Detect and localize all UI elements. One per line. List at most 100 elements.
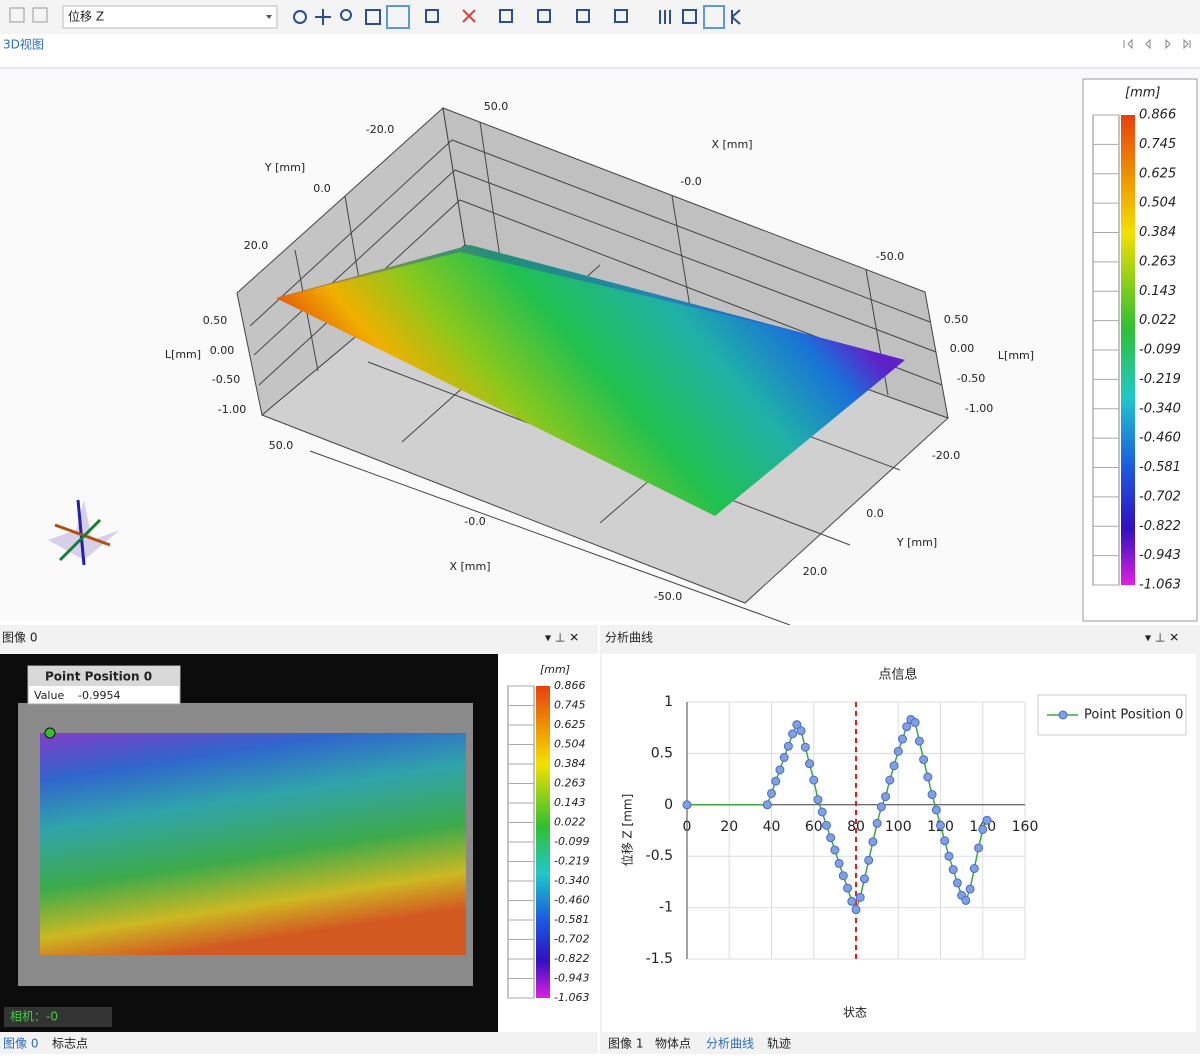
data-point — [881, 792, 891, 802]
data-point — [927, 790, 937, 800]
colorbar-label: -0.822 — [554, 952, 589, 965]
tool-icons[interactable] — [293, 5, 741, 29]
data-point — [779, 753, 789, 763]
colorbar-label: 0.143 — [1139, 284, 1176, 299]
tab: 物体点 — [655, 1037, 691, 1051]
tool-icon[interactable] — [32, 7, 48, 23]
data-point — [872, 818, 882, 828]
chart-title: 点信息 — [878, 667, 917, 683]
data-point — [868, 837, 878, 847]
legend-label: Point Position 0 — [1084, 708, 1183, 723]
data-point — [682, 800, 692, 810]
colorbar-label: -0.702 — [1139, 489, 1181, 504]
data-point — [931, 805, 941, 815]
colorbar-label: 0.384 — [1139, 225, 1176, 240]
colorbar-label: -0.219 — [1139, 372, 1181, 387]
nav-icons[interactable] — [1123, 38, 1191, 50]
colorbar-label: 0.625 — [1139, 166, 1176, 181]
tab[interactable]: 图像 0 — [3, 1037, 38, 1051]
dropdown-arrow — [266, 15, 272, 19]
data-point — [965, 884, 975, 894]
data-point — [936, 820, 945, 830]
tab: 分析曲线 — [706, 1037, 754, 1051]
colorbar-label: -0.219 — [554, 855, 589, 868]
colorbar-label: 0.384 — [554, 757, 586, 770]
overlay-title: Point Position 0 — [45, 670, 152, 684]
colorbar-label: -0.702 — [554, 933, 589, 946]
panel-buttons[interactable]: ▾ ⊥ ✕ — [545, 631, 579, 645]
data-point — [843, 883, 853, 893]
colorbar-label: 0.263 — [554, 777, 586, 790]
data-point — [855, 892, 865, 902]
axis3d-label: Y [mm] — [896, 536, 937, 549]
data-point — [961, 895, 971, 905]
point-marker[interactable] — [44, 727, 56, 739]
colorbar-label: -0.822 — [1139, 519, 1181, 534]
data-point — [817, 807, 827, 817]
data-point — [830, 845, 840, 855]
colorbar-label: -0.340 — [554, 874, 589, 887]
axis3d-label: Y [mm] — [264, 161, 305, 174]
value-label: Value — [34, 689, 64, 702]
x-tick-label: 80 — [847, 819, 865, 835]
dropdown[interactable] — [62, 5, 278, 29]
axis3d-label: -0.50 — [957, 372, 985, 385]
data-point — [771, 776, 781, 786]
axis3d-label: -1.00 — [965, 402, 993, 415]
overlay-header — [28, 666, 180, 686]
data-point — [944, 851, 954, 861]
tab[interactable]: 3D视图 — [3, 37, 44, 52]
data-point — [775, 765, 785, 775]
camera-box — [4, 1007, 112, 1027]
data-point — [826, 833, 836, 843]
y-tick-label: -1 — [659, 900, 673, 916]
tab: 图像 1 — [608, 1037, 643, 1051]
y-label: 位移 Z [mm] — [620, 794, 635, 867]
axis3d-label: 0.0 — [866, 507, 884, 520]
data-point — [851, 905, 861, 915]
axis3d-label: -50.0 — [654, 590, 682, 603]
x-label: 状态 — [843, 1006, 867, 1020]
data-point — [847, 896, 857, 906]
x-tick-label: 160 — [1012, 819, 1039, 835]
y-tick-label: -0.5 — [646, 848, 673, 864]
y-tick-label: -1.5 — [646, 951, 673, 967]
panel-title: 图像 0 — [2, 631, 37, 645]
data-point — [800, 742, 810, 752]
data-point — [809, 775, 819, 785]
colorbar-label: -0.460 — [554, 894, 589, 907]
colorbar-label: 0.022 — [1139, 313, 1176, 328]
data-point — [762, 800, 772, 810]
colorbar-label: -0.581 — [1139, 460, 1181, 475]
data-point — [885, 775, 895, 785]
data-point — [792, 720, 802, 730]
colorbar-label: -0.340 — [1139, 401, 1181, 416]
axis3d-label: 0.00 — [950, 342, 975, 355]
x-tick-label: 20 — [720, 819, 738, 835]
colorbar-label: 0.866 — [554, 679, 586, 692]
legend-marker — [1058, 710, 1068, 720]
overlay — [40, 733, 466, 955]
colorbar-label: 0.625 — [554, 718, 586, 731]
axis3d-label: 0.50 — [203, 314, 228, 327]
axis3d-label: L[mm] — [998, 349, 1034, 362]
data-point — [923, 772, 933, 782]
colorbar-unit: [mm] — [1125, 86, 1160, 101]
data-point — [783, 741, 793, 751]
tab[interactable]: 标志点 — [52, 1037, 88, 1051]
tool-icon[interactable] — [9, 7, 25, 23]
data-point — [969, 864, 979, 874]
data-point — [813, 795, 823, 805]
panel-buttons[interactable]: ▾ ⊥ ✕ — [1145, 631, 1179, 645]
colorbar-label: 0.143 — [554, 796, 586, 809]
tab: 轨迹 — [767, 1037, 791, 1051]
axis3d-label: -20.0 — [932, 449, 960, 462]
data-point — [978, 824, 988, 834]
colorbar-label: 0.745 — [554, 699, 586, 712]
colorbar-label: 0.504 — [554, 738, 586, 751]
axis3d-label: X [mm] — [449, 560, 490, 573]
axis3d-label: -20.0 — [366, 123, 394, 136]
x-tick-label: 60 — [805, 819, 823, 835]
surface — [276, 245, 905, 516]
colorbar-label: -0.099 — [554, 835, 589, 848]
